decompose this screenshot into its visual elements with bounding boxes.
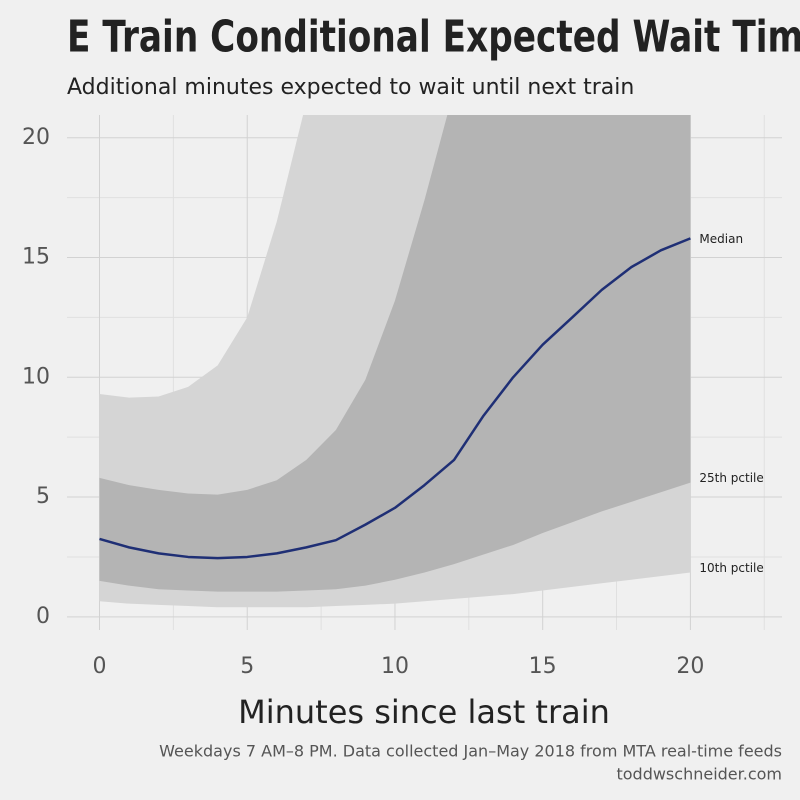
x-tick-label: 20 [676,654,704,679]
x-tick-label: 10 [381,654,409,679]
y-tick-label: 10 [22,364,50,389]
median-line [99,237,691,560]
caption: Weekdays 7 AM–8 PM. Data collected Jan–M… [159,742,782,761]
band [99,115,691,592]
chart-subtitle: Additional minutes expected to wait unti… [67,75,634,100]
labels: 0 5 10 15 20 0 5 10 15 20 10th pctile 25th pctile Me… [22,125,764,679]
plot-area [99,115,691,608]
x-tick-label: 15 [529,654,557,679]
band-label: 10th pctile [699,561,763,575]
line-label: Median [699,232,743,246]
y-tick-label: 15 [22,245,50,270]
x-tick-label: 0 [93,654,107,679]
x-tick-label: 5 [240,654,254,679]
caption: toddwschneider.com [616,765,782,784]
y-tick-label: 0 [36,604,50,629]
y-tick-label: 20 [22,125,50,150]
chart-title: E Train Conditional Expected Wait Time [67,12,800,63]
x-axis-label: Minutes since last train [238,693,610,731]
band-label: 25th pctile [699,471,763,485]
y-tick-label: 5 [36,484,50,509]
